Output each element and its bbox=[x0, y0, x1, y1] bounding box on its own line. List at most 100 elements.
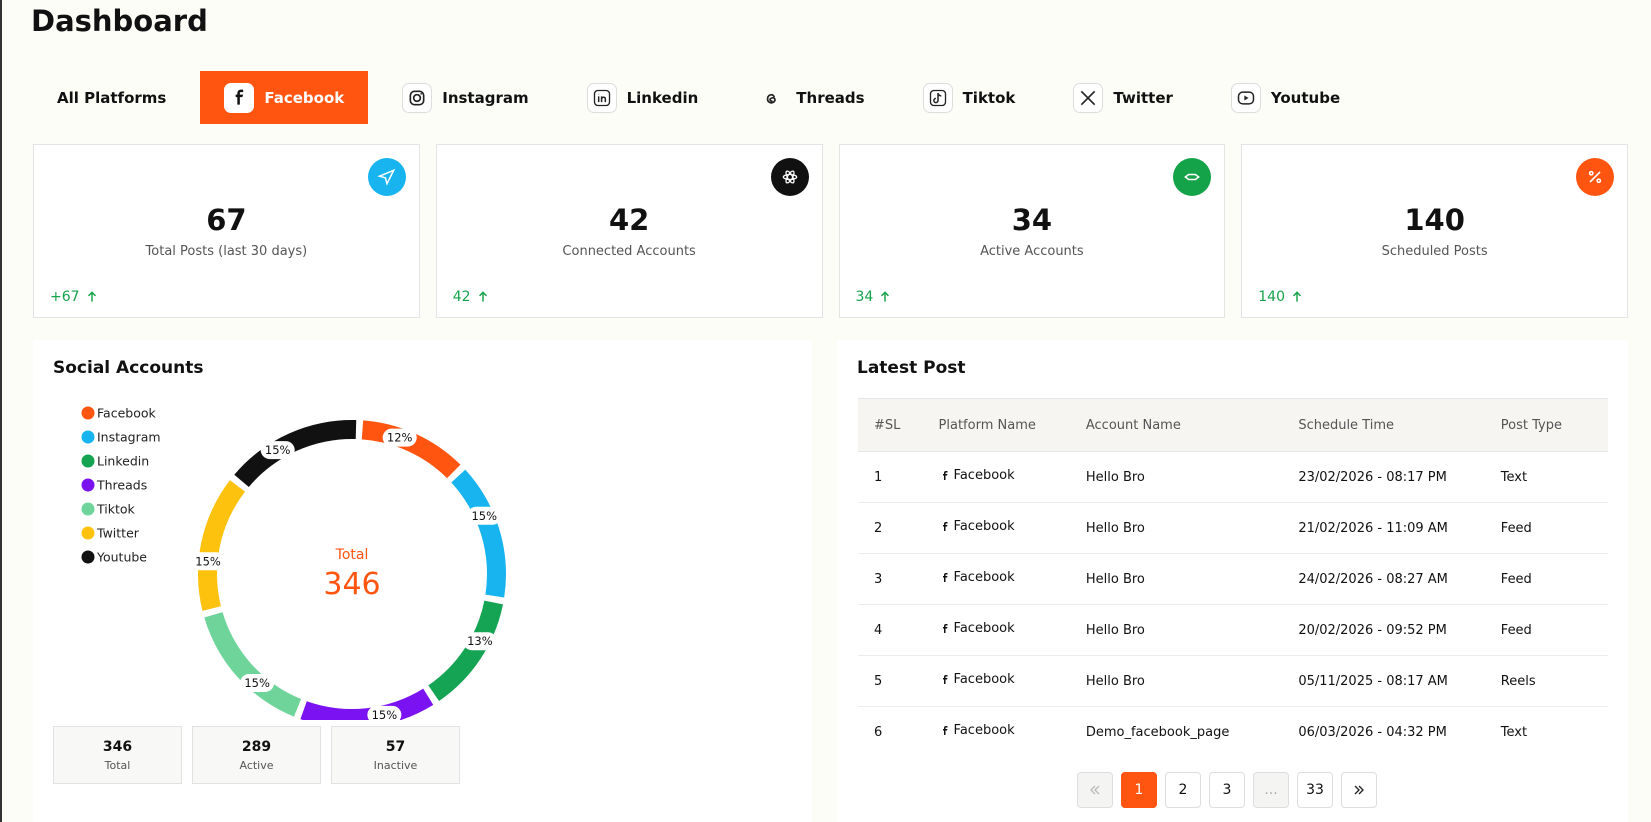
icon bbox=[1292, 291, 1301, 302]
icon-part bbox=[593, 89, 610, 106]
icon-part bbox=[1292, 291, 1301, 302]
stat-label: Total Posts (last 30 days) bbox=[145, 244, 308, 259]
stat-change: 34 bbox=[856, 289, 893, 305]
tab-icon bbox=[224, 82, 255, 113]
table-cell: Feed bbox=[1499, 553, 1608, 605]
legend-label: Facebook bbox=[97, 406, 156, 421]
stat-icon bbox=[1576, 158, 1614, 196]
icon-part bbox=[1090, 785, 1100, 795]
stat-label: Connected Accounts bbox=[562, 244, 696, 259]
page-button[interactable]: 33 bbox=[1297, 772, 1333, 808]
icon bbox=[1090, 785, 1100, 795]
icon bbox=[1237, 90, 1255, 105]
value-label-bg bbox=[462, 632, 497, 651]
icon-part bbox=[1184, 173, 1201, 181]
column-header: Post Type bbox=[1499, 398, 1608, 452]
summary-label: Inactive bbox=[373, 759, 418, 772]
icon bbox=[1081, 90, 1096, 105]
page-button[interactable]: 1 bbox=[1121, 772, 1157, 808]
change-value: +67 bbox=[50, 289, 80, 305]
icon bbox=[1354, 785, 1364, 795]
platform-tab[interactable]: Linkedin bbox=[563, 71, 723, 124]
icon-part bbox=[942, 470, 948, 480]
prev-page[interactable] bbox=[1077, 772, 1113, 808]
legend-label: Twitter bbox=[96, 526, 140, 541]
platform-tab[interactable]: Instagram bbox=[378, 71, 552, 124]
icon-part bbox=[413, 93, 422, 102]
cell-text: Facebook bbox=[953, 570, 1015, 586]
summary-label: Total bbox=[104, 759, 131, 772]
page-title: Dashboard bbox=[31, 4, 208, 38]
platform-tab[interactable]: Threads bbox=[732, 71, 888, 124]
page-button[interactable]: ... bbox=[1253, 772, 1289, 808]
table-cell: 4 bbox=[858, 604, 938, 656]
cell-text: Facebook bbox=[953, 672, 1015, 688]
table-cell: 06/03/2026 - 04:32 PM bbox=[1298, 724, 1447, 740]
stat-change: 140 bbox=[1258, 289, 1304, 305]
legend-swatch bbox=[81, 430, 95, 444]
platform-tab[interactable]: Youtube bbox=[1207, 71, 1364, 124]
stat-label: Active Accounts bbox=[980, 244, 1084, 259]
summary-value: 346 bbox=[102, 739, 133, 755]
stat-value: 140 bbox=[1404, 203, 1465, 237]
column-header: Platform Name bbox=[937, 398, 1085, 452]
table-row: 6 Facebook Demo_facebook_page 06/03/2026 - … bbox=[858, 707, 1608, 758]
table-cell: 21/02/2026 - 11:09 AM bbox=[1297, 502, 1500, 554]
icon-part bbox=[1237, 90, 1255, 105]
tab-label[interactable]: All Platforms bbox=[57, 88, 167, 107]
value-label: 15% bbox=[244, 676, 270, 690]
platform-tab[interactable]: All Platforms bbox=[33, 71, 190, 124]
table-cell: 23/02/2026 - 08:17 PM bbox=[1297, 451, 1500, 503]
stat-card: 34 Active Accounts 34 bbox=[838, 144, 1226, 318]
donut-segment bbox=[197, 480, 246, 611]
icon-part bbox=[1588, 170, 1594, 176]
icon bbox=[409, 90, 425, 105]
value-label-bg bbox=[240, 673, 275, 692]
legend-swatch bbox=[81, 526, 95, 540]
legend-label: Tiktok bbox=[96, 502, 136, 517]
icon bbox=[376, 168, 395, 186]
summary-label: Active bbox=[239, 759, 274, 772]
platform-tab[interactable]: Facebook bbox=[200, 71, 369, 124]
table-row: 1 Facebook Hello Bro 23/02/2026 - 08:17 PM T… bbox=[858, 451, 1608, 503]
table-cell: 3 bbox=[858, 553, 938, 605]
table-cell: 20/02/2026 - 09:52 PM bbox=[1297, 604, 1500, 656]
page-button[interactable]: 2 bbox=[1165, 772, 1201, 808]
table-cell: Facebook bbox=[937, 553, 1085, 605]
tab-label[interactable]: Linkedin bbox=[626, 88, 699, 107]
summary-box: 346 Total bbox=[53, 726, 182, 784]
icon-part bbox=[942, 725, 948, 735]
table-cell: Text bbox=[1500, 724, 1528, 740]
icon-part bbox=[784, 170, 795, 184]
tab-label[interactable]: Instagram bbox=[442, 88, 529, 107]
column-header: Schedule Time bbox=[1297, 398, 1500, 452]
icon bbox=[478, 291, 487, 302]
tab-label[interactable]: Tiktok bbox=[962, 88, 1016, 107]
tab-label[interactable]: Threads bbox=[796, 88, 865, 107]
stat-change: +67 bbox=[50, 289, 99, 305]
icon bbox=[942, 725, 948, 735]
table-header: #SL Platform Name Account Name Schedule Tim… bbox=[858, 398, 1608, 452]
next-page[interactable] bbox=[1341, 772, 1377, 808]
platform-tab[interactable]: Twitter bbox=[1049, 71, 1197, 124]
legend-swatch bbox=[81, 406, 95, 420]
value-label-bg bbox=[260, 441, 295, 460]
page-button[interactable]: 3 bbox=[1209, 772, 1245, 808]
stat-card: 140 Scheduled Posts 140 bbox=[1241, 144, 1628, 318]
tab-label[interactable]: Youtube bbox=[1270, 88, 1341, 107]
tab-label[interactable]: Facebook bbox=[264, 88, 345, 107]
icon-part bbox=[942, 572, 948, 582]
platform-tab[interactable]: Tiktok bbox=[899, 71, 1040, 124]
donut-chart: Facebook Instagram Linkedin Threads Tiktok Tw… bbox=[81, 406, 507, 720]
panel-title: Latest Post bbox=[857, 358, 966, 378]
panel-title: Social Accounts bbox=[53, 358, 204, 378]
value-label-bg bbox=[367, 705, 402, 720]
table-row: 2 Facebook Hello Bro 21/02/2026 - 11:09 AM F… bbox=[858, 502, 1608, 554]
stat-value: 67 bbox=[206, 203, 247, 237]
icon-part bbox=[236, 89, 244, 105]
icon-part bbox=[942, 623, 948, 633]
table-cell: Hello Bro bbox=[1084, 604, 1298, 656]
legend-swatch bbox=[81, 550, 95, 564]
tab-label[interactable]: Twitter bbox=[1113, 88, 1173, 107]
table-cell: 5 bbox=[858, 655, 938, 707]
